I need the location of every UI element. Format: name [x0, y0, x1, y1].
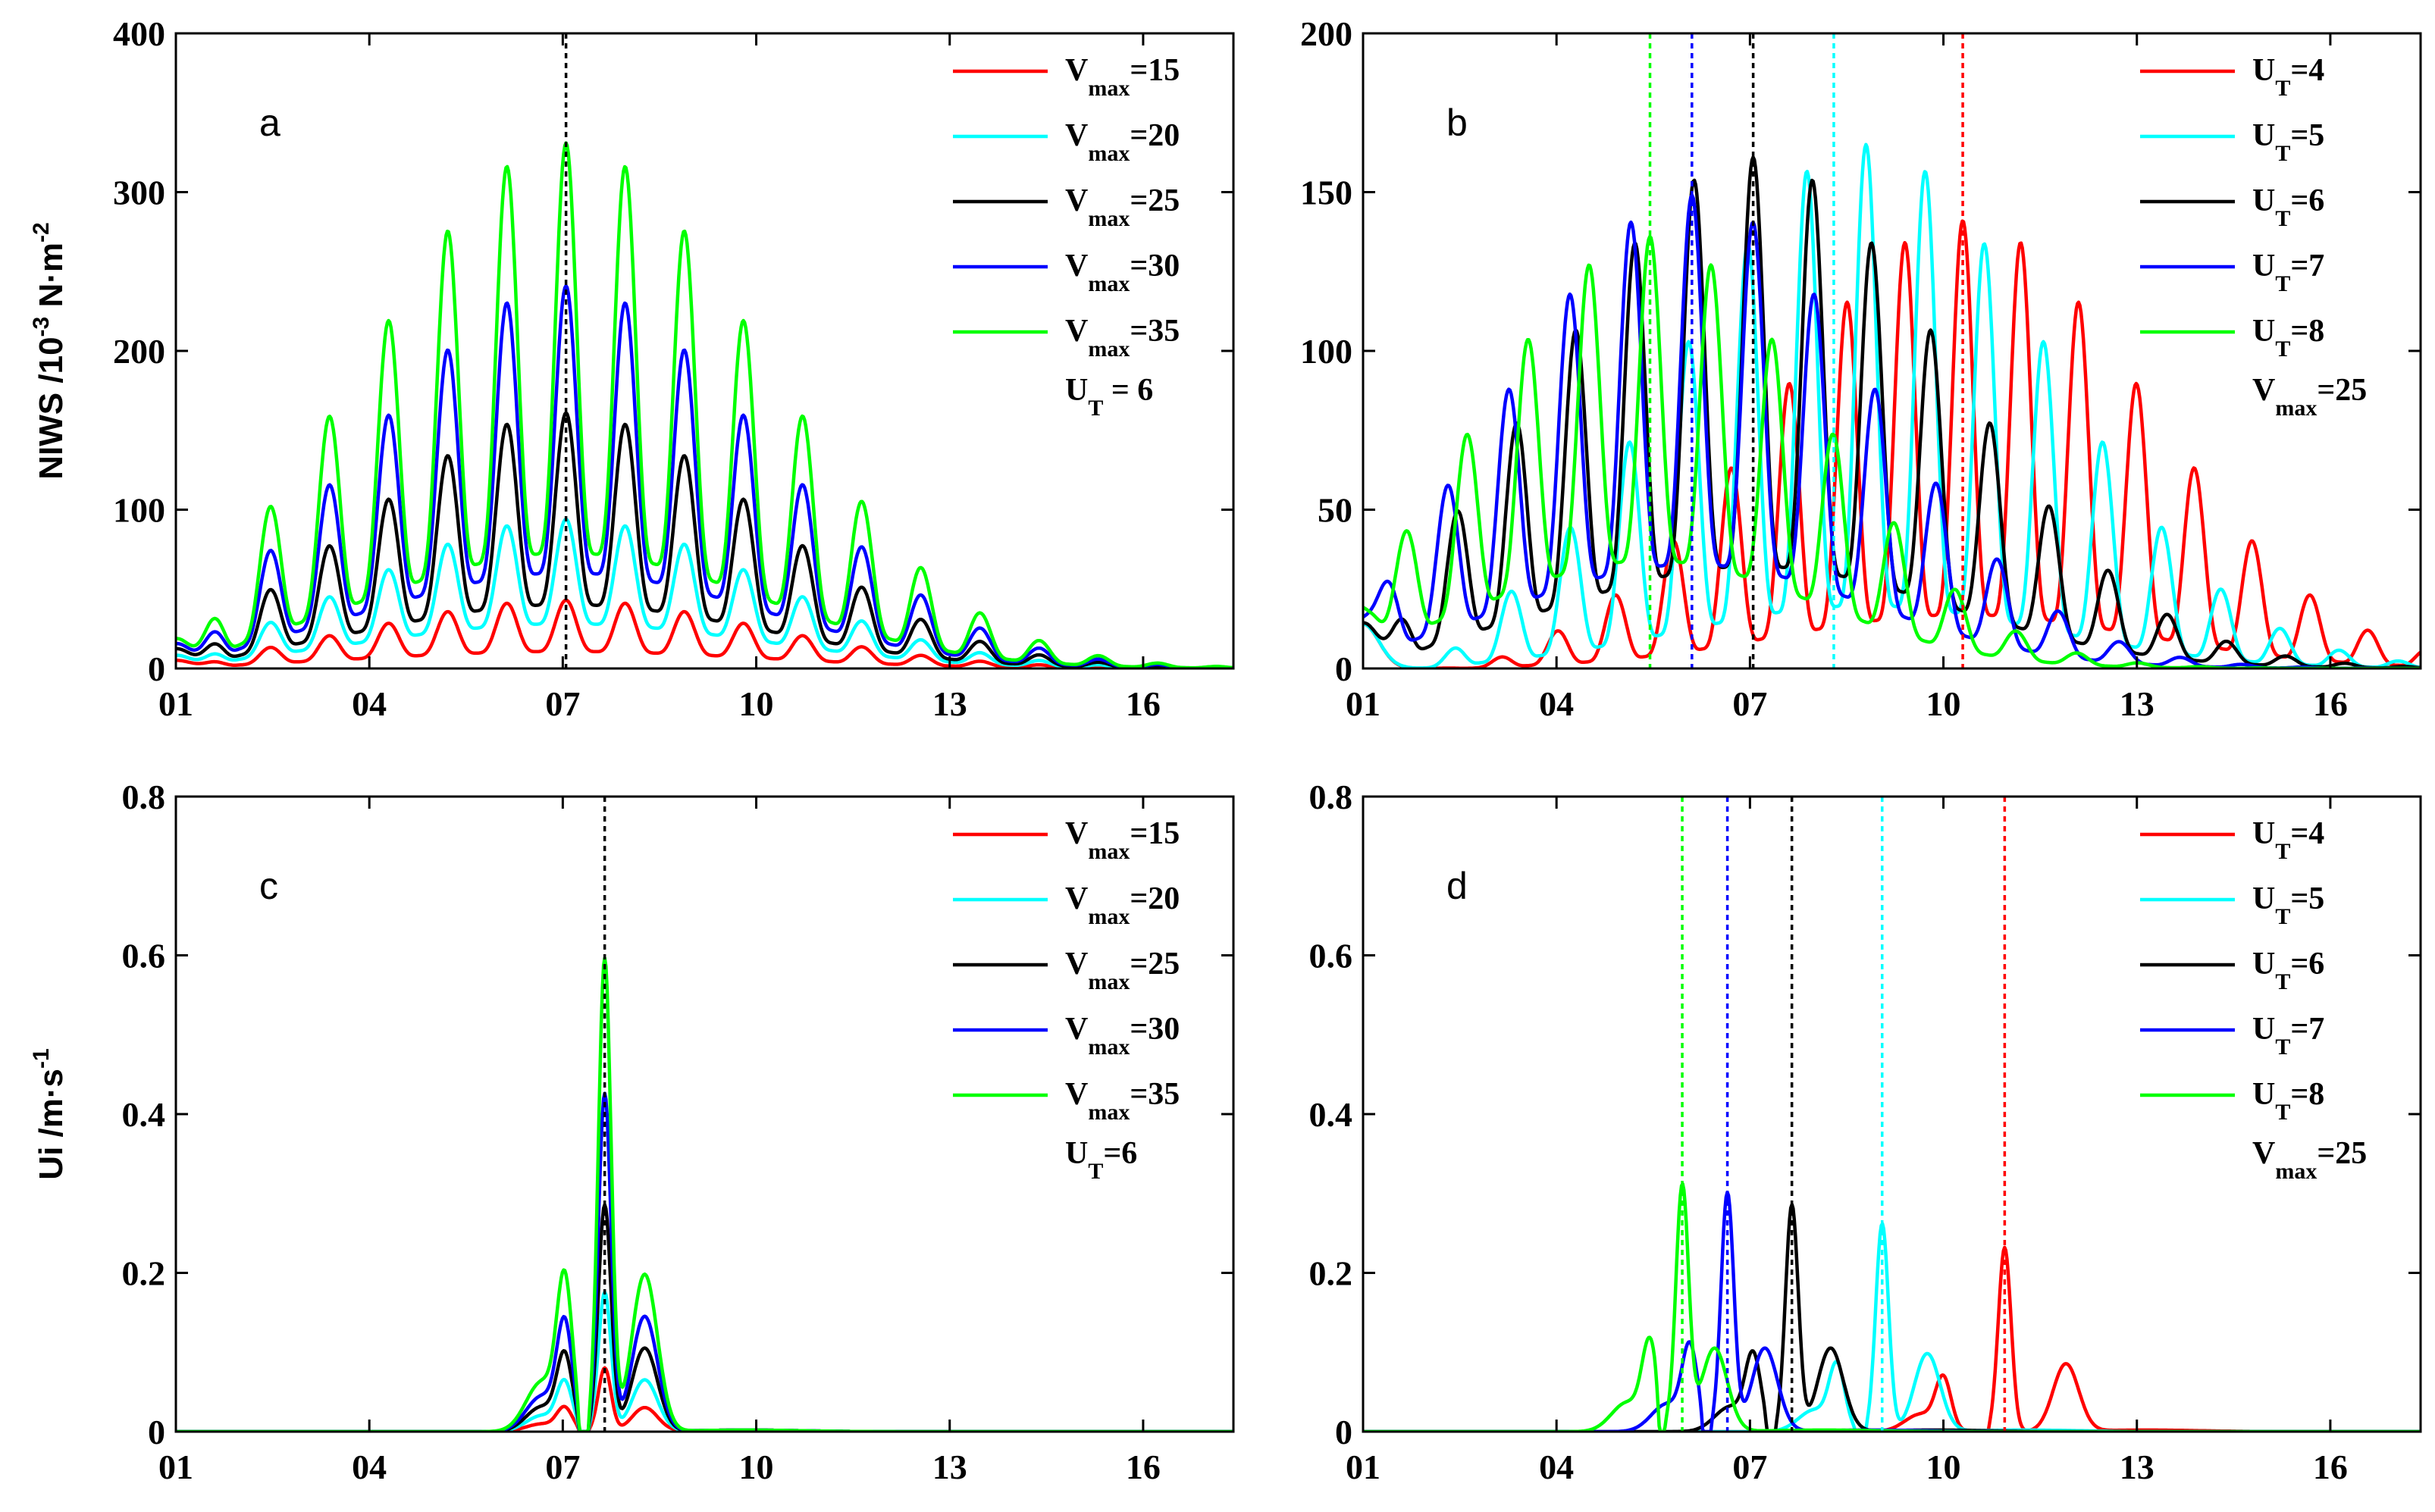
y-tick-label: 150	[1300, 174, 1352, 212]
x-tick-label: 01	[158, 1448, 193, 1486]
panel-c: 01 04 07 10 13 16 0 0.2 0.4 0.6 0.8 c Ui /m·s-1 Vmax=…	[29, 778, 1235, 1486]
x-tick-label: 01	[158, 684, 193, 723]
curves-d	[1363, 1182, 2421, 1432]
series-d-3	[1363, 1190, 2421, 1432]
y-tick-label: 0	[148, 650, 165, 688]
series-a-2	[176, 411, 1233, 668]
x-tick-label: 16	[2313, 684, 2348, 723]
legend-label: Vmax=20	[1065, 881, 1180, 929]
x-tick-label: 01	[1346, 1448, 1380, 1486]
legend-label: UT=8	[2252, 1077, 2324, 1125]
y-tick-label: 300	[113, 174, 165, 212]
legend-label: Vmax=25	[1065, 947, 1180, 994]
y-axis-label: Ui /m·s-1	[29, 1048, 70, 1179]
panel-letter: d	[1446, 865, 1468, 907]
x-tick-label: 04	[352, 1448, 387, 1486]
legend-label: UT=7	[2252, 249, 2324, 296]
x-tick-label: 16	[1126, 1448, 1161, 1486]
panel-letter: c	[259, 865, 278, 907]
legend-label: UT=5	[2252, 118, 2324, 166]
x-tick-label: 07	[1732, 1448, 1767, 1486]
legend-label: Vmax=35	[1065, 1077, 1180, 1125]
panel-b: 01 04 07 10 13 16 0 50 100 150 200 b UT=4 UT=5 UT=6 UT=…	[1300, 14, 2422, 723]
legend-label: UT=6	[2252, 947, 2324, 994]
x-tick-label: 04	[352, 684, 387, 723]
y-tick-label: 0.4	[122, 1095, 166, 1134]
y-tick-label: 0.2	[1309, 1254, 1353, 1293]
series-c-0	[176, 1366, 1233, 1432]
y-tick-label: 0	[1335, 650, 1352, 688]
x-tick-label: 04	[1539, 1448, 1574, 1486]
x-tick-label: 07	[1732, 684, 1767, 723]
legend-note: UT=6	[1065, 1136, 1137, 1184]
series-b-0	[1363, 219, 2421, 668]
x-tick-label: 13	[2120, 684, 2155, 723]
y-tick-label: 0.8	[122, 778, 166, 816]
y-tick-label: 0	[148, 1413, 165, 1451]
curves-b	[1363, 142, 2421, 668]
legend-label: Vmax=20	[1065, 118, 1180, 166]
curves-a	[176, 141, 1233, 668]
legend-label: UT=5	[2252, 881, 2324, 929]
legend-note: UT = 6	[1065, 373, 1153, 421]
y-tick-label: 0.4	[1309, 1095, 1353, 1134]
series-a-4	[176, 141, 1233, 668]
y-tick-label: 0.8	[1309, 778, 1353, 816]
y-tick-label: 400	[113, 14, 165, 53]
series-d-1	[1363, 1222, 2421, 1432]
x-tick-label: 07	[545, 1448, 580, 1486]
panel-letter: b	[1446, 102, 1468, 144]
legend-label: Vmax=25	[1065, 183, 1180, 231]
y-tick-label: 50	[1318, 491, 1352, 530]
y-tick-label: 100	[113, 491, 165, 530]
legend-note: Vmax=25	[2252, 373, 2367, 421]
series-c-1	[176, 1290, 1233, 1432]
legend-label: Vmax=35	[1065, 314, 1180, 362]
legend-label: Vmax=15	[1065, 53, 1180, 101]
legend-label: UT=6	[2252, 183, 2324, 231]
y-tick-label: 200	[1300, 14, 1352, 53]
x-tick-label: 04	[1539, 684, 1574, 723]
y-tick-label: 0.6	[1309, 937, 1353, 975]
x-tick-label: 16	[2313, 1448, 2348, 1486]
y-tick-label: 0	[1335, 1413, 1352, 1451]
x-tick-label: 01	[1346, 684, 1380, 723]
series-d-2	[1363, 1203, 2421, 1432]
x-tick-label: 10	[1926, 684, 1961, 723]
legend-label: Vmax=30	[1065, 249, 1180, 296]
x-tick-label: 16	[1126, 684, 1161, 723]
legend-label: UT=8	[2252, 314, 2324, 362]
panel-letter: a	[259, 102, 280, 144]
legend-label: UT=7	[2252, 1012, 2324, 1060]
x-tick-label: 13	[932, 1448, 967, 1486]
x-tick-label: 10	[739, 684, 774, 723]
legend-label: UT=4	[2252, 816, 2324, 864]
y-tick-label: 0.6	[122, 937, 166, 975]
legend-label: Vmax=15	[1065, 816, 1180, 864]
x-tick-label: 10	[1926, 1448, 1961, 1486]
panel-a: 01 04 07 10 13 16 0 100 200 300 400 a NIWS /10-3 N·m…	[29, 14, 1235, 723]
legend-note: Vmax=25	[2252, 1136, 2367, 1184]
y-axis-label: NIWS /10-3 N·m-2	[29, 222, 70, 479]
x-tick-label: 10	[739, 1448, 774, 1486]
series-d-4	[1363, 1182, 2421, 1432]
legend-label: Vmax=30	[1065, 1012, 1180, 1060]
y-tick-label: 200	[113, 332, 165, 371]
x-tick-label: 07	[545, 684, 580, 723]
curves-c	[176, 956, 1233, 1432]
x-tick-label: 13	[2120, 1448, 2155, 1486]
y-tick-label: 100	[1300, 332, 1352, 371]
series-c-4	[176, 956, 1233, 1432]
x-tick-label: 13	[932, 684, 967, 723]
series-c-2	[176, 1203, 1233, 1432]
legend-label: UT=4	[2252, 53, 2324, 101]
series-b-3	[1363, 193, 2421, 668]
y-tick-label: 0.2	[122, 1254, 166, 1293]
panel-d: 01 04 07 10 13 16 0 0.2 0.4 0.6 0.8 d UT=4 UT=5 UT=6 UT…	[1309, 778, 2422, 1486]
